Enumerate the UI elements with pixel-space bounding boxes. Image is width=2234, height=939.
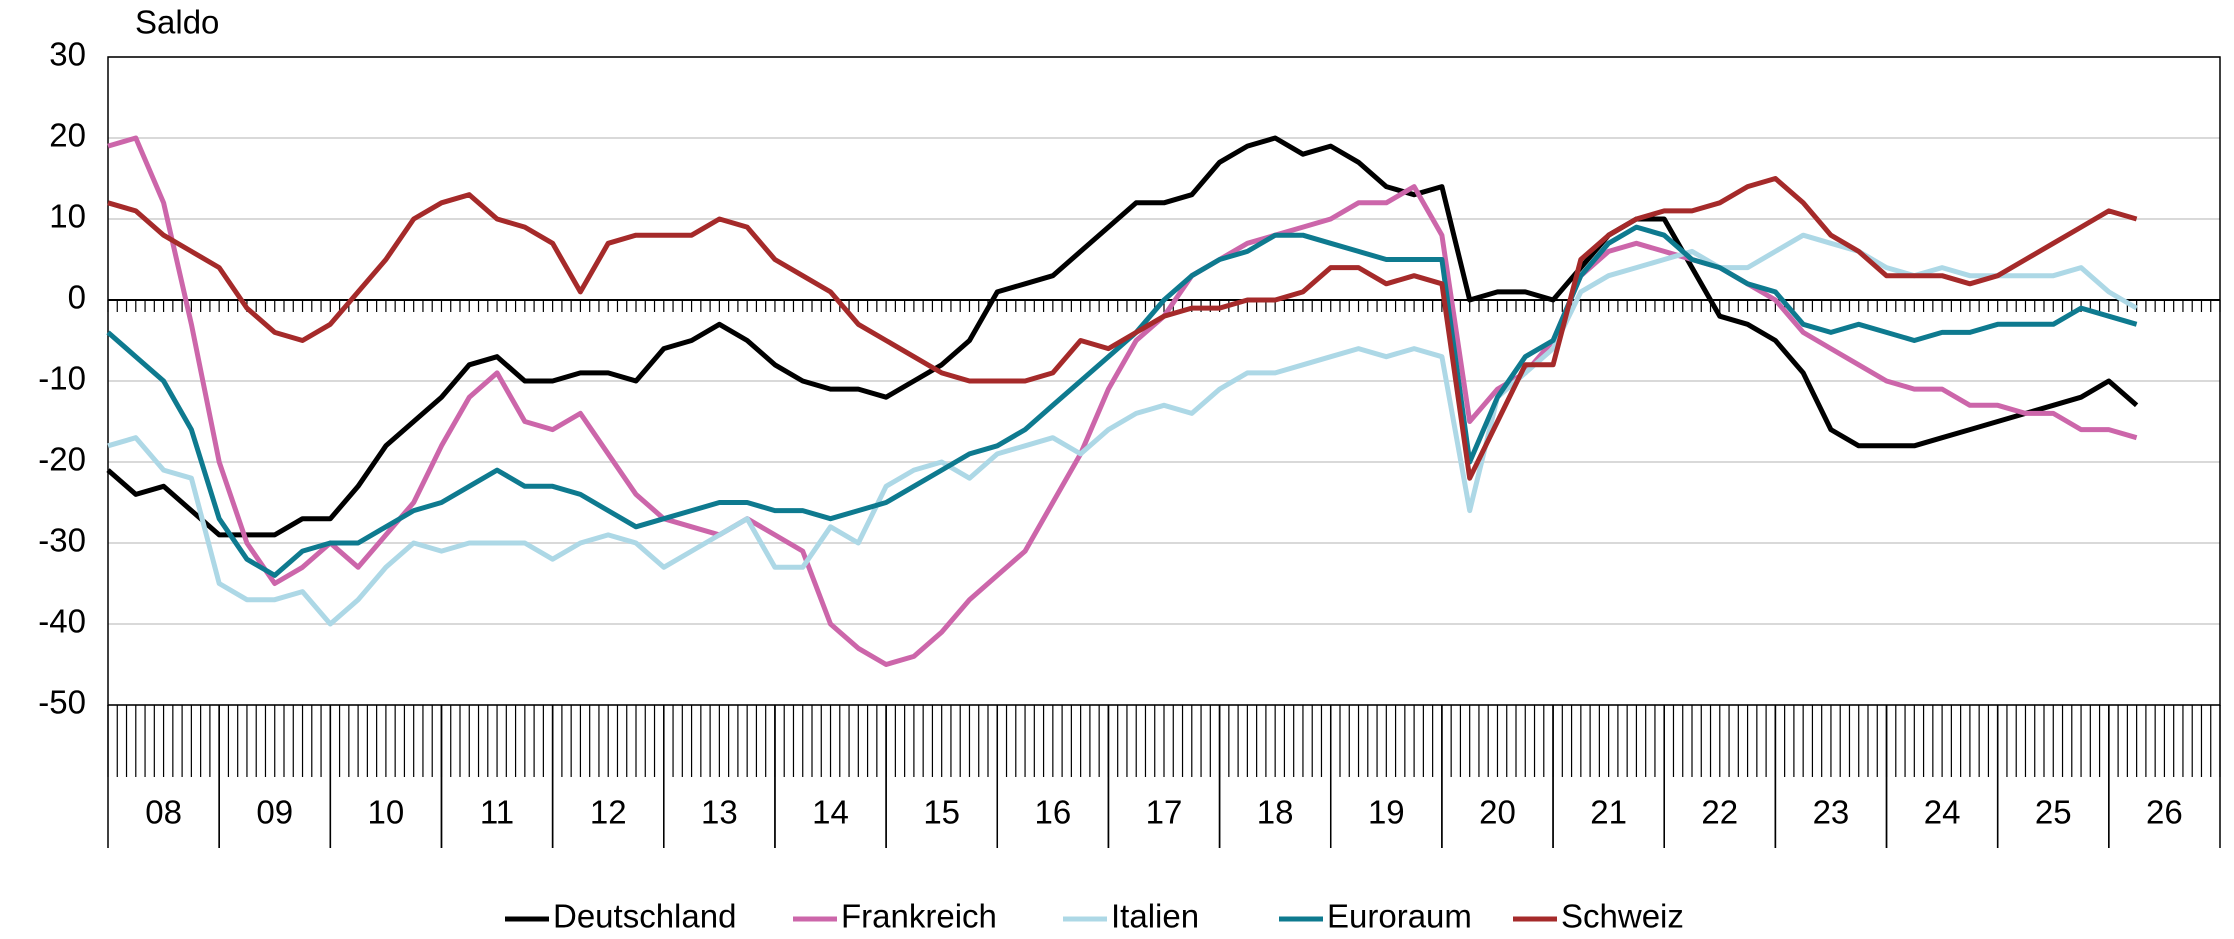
y-tick-label: -50: [38, 684, 86, 721]
x-tick-label: 18: [1257, 794, 1294, 831]
y-tick-label: 10: [49, 198, 86, 235]
y-axis-label: Saldo: [135, 4, 219, 41]
legend-label: Euroraum: [1327, 898, 1472, 935]
y-tick-label: -40: [38, 603, 86, 640]
x-tick-label: 17: [1146, 794, 1183, 831]
x-tick-label: 12: [590, 794, 627, 831]
x-tick-label: 19: [1368, 794, 1405, 831]
series-line: [107, 135, 2138, 667]
x-tick-label: 25: [2035, 794, 2072, 831]
legend-label: Italien: [1111, 898, 1199, 935]
y-tick-label: 0: [68, 279, 86, 316]
x-tick-label: 21: [1590, 794, 1627, 831]
y-tick-label: -20: [38, 441, 86, 478]
y-tick-label: 20: [49, 117, 86, 154]
x-tick-label: 26: [2146, 794, 2183, 831]
x-tick-label: 08: [145, 794, 182, 831]
x-tick-label: 09: [256, 794, 293, 831]
series-line: [106, 224, 2138, 578]
x-tick-label: 13: [701, 794, 738, 831]
x-tick-label: 10: [368, 794, 405, 831]
x-tick-label: 24: [1924, 794, 1961, 831]
x-tick-label: 20: [1479, 794, 1516, 831]
x-tick-label: 23: [1813, 794, 1850, 831]
series-line: [106, 135, 2139, 538]
series-line: [107, 232, 2138, 627]
series-line: [107, 176, 2138, 481]
x-tick-label: 16: [1034, 794, 1071, 831]
legend-label: Frankreich: [841, 898, 997, 935]
y-tick-label: 30: [49, 36, 86, 73]
x-tick-label: 15: [923, 794, 960, 831]
y-tick-label: -10: [38, 360, 86, 397]
y-tick-label: -30: [38, 522, 86, 559]
legend-label: Deutschland: [553, 898, 736, 935]
x-tick-label: 14: [812, 794, 849, 831]
x-tick-label: 11: [480, 794, 514, 831]
legend-label: Schweiz: [1561, 898, 1684, 935]
x-tick-label: 22: [1701, 794, 1738, 831]
